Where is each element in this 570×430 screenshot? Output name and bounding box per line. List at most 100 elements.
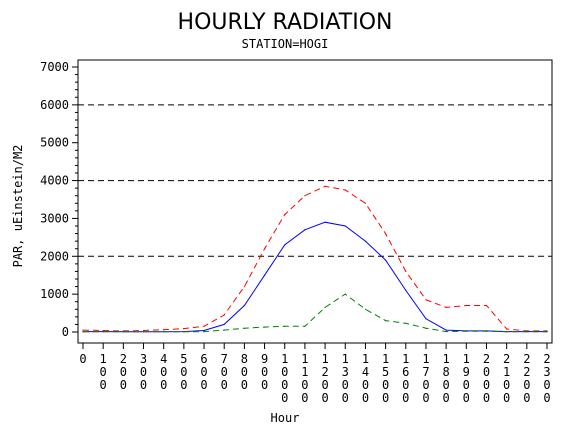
series-2-point [304, 229, 306, 231]
series-2-point [223, 323, 225, 326]
series-1-point [405, 270, 407, 273]
plot-frame [77, 59, 553, 344]
series-3-point [546, 331, 548, 333]
series-line-3 [83, 293, 547, 333]
series-2-point [425, 318, 427, 320]
chart-title: HOURLY RADIATION [178, 10, 393, 35]
series-2-point [284, 244, 286, 246]
series-1-point [485, 304, 488, 307]
series-2-point [203, 329, 205, 332]
series-3-point [284, 325, 286, 327]
x-tick-label: 0 [79, 352, 86, 366]
series-1-point [344, 189, 346, 191]
series-2-point [344, 225, 346, 227]
series-1-point [82, 329, 84, 331]
series-3-point [324, 306, 326, 308]
series-3-point [304, 325, 306, 327]
series-3-point [344, 293, 346, 295]
x-axis-label: Hour [271, 411, 300, 425]
series-2-point [364, 240, 367, 242]
series-2-point [324, 221, 326, 223]
plot-area: 0 1000 2000 3000 4000 5000 6000 7000 0 1 0 0 2 0 0 3 0 0 4… [40, 59, 553, 405]
series-1-point [304, 195, 306, 197]
series-2-point [445, 329, 447, 331]
series-2-point [405, 289, 407, 291]
series-line-1 [82, 185, 547, 332]
series-2-point [263, 274, 266, 276]
y-tick-label: 1000 [40, 287, 69, 301]
y-tick-label: 2000 [40, 249, 69, 263]
series-3-point [163, 331, 165, 333]
series-1-point [142, 329, 145, 332]
series-3-point [364, 308, 367, 310]
series-line-2 [83, 221, 547, 333]
series-3-point [506, 331, 508, 333]
series-3-point [243, 327, 245, 329]
series-3-point [485, 330, 488, 332]
series-1-point [243, 285, 245, 288]
series-1-point [465, 304, 467, 307]
series-1-point [263, 248, 266, 250]
series-3-point [142, 331, 145, 333]
y-tick-label: 7000 [40, 60, 69, 74]
series-2-point [385, 259, 387, 261]
series-1-point [506, 328, 508, 330]
y-tick-label: 4000 [40, 174, 69, 188]
series-1-point [163, 329, 165, 331]
y-tick-label: 5000 [40, 136, 69, 150]
series-3-point [122, 331, 124, 333]
y-tick-label: 0 [62, 325, 69, 339]
series-3-point [445, 331, 447, 333]
y-tick-label: 3000 [40, 211, 69, 225]
series-1-point [445, 306, 447, 308]
series-2-point [243, 304, 245, 307]
series-1-point [324, 185, 326, 187]
series-1-point [122, 330, 124, 332]
series-3-point [526, 331, 528, 333]
series-1-point [425, 299, 427, 301]
series-3-point [263, 326, 266, 328]
series-3-point [102, 331, 104, 333]
series-1-point [284, 214, 286, 216]
series-3-point [203, 331, 205, 333]
series-3-point [425, 327, 427, 329]
series-1-point [203, 325, 205, 327]
y-axis-label: PAR, uEinstein/M2 [11, 145, 25, 268]
series-1-point [385, 232, 387, 235]
series-3-point [385, 320, 387, 322]
series-1-point [223, 314, 225, 316]
series-3-point [183, 331, 185, 333]
series-3-point [223, 329, 225, 331]
series-1-point [102, 329, 104, 332]
series-3-point [465, 330, 467, 332]
chart-subtitle: STATION=HOGI [242, 37, 329, 51]
y-tick-label: 6000 [40, 98, 69, 112]
series-1-point [364, 202, 367, 204]
series-1-point [183, 327, 185, 330]
